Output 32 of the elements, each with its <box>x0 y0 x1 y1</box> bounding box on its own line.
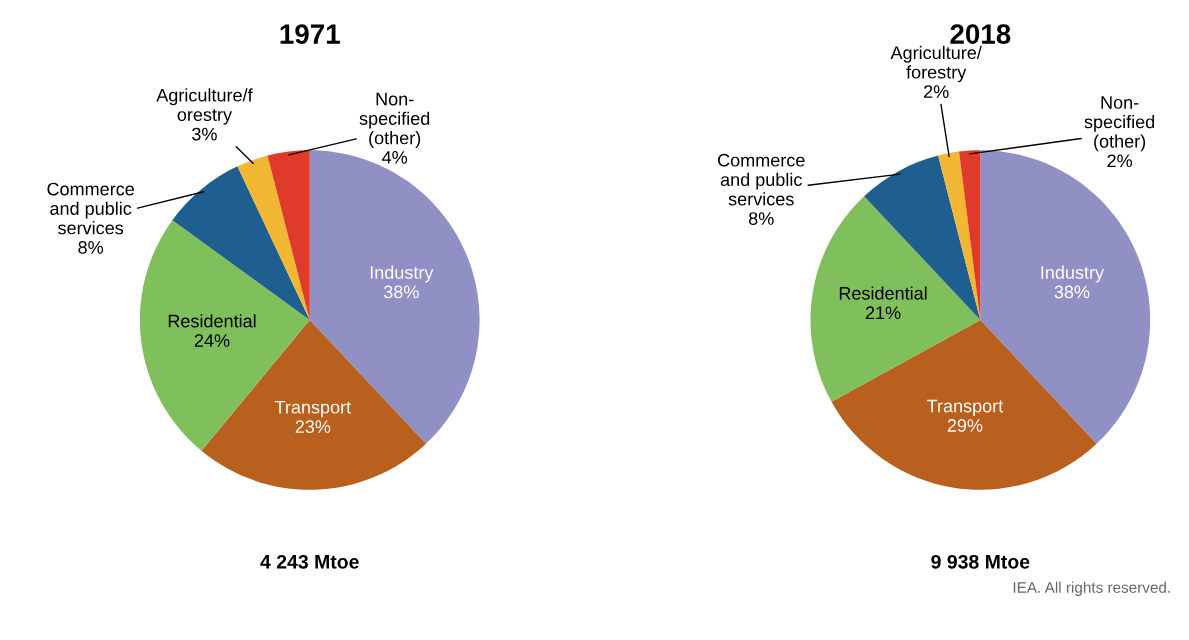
data-label: 38% <box>383 285 419 299</box>
data-label: 23% <box>295 420 331 434</box>
data-label: 21% <box>865 306 901 320</box>
data-label: 8% <box>78 241 104 254</box>
chart-title: 2018 <box>950 24 1011 44</box>
data-label: 2% <box>1107 154 1133 168</box>
data-label: 29% <box>947 419 983 432</box>
data-label: 24% <box>194 334 230 347</box>
chart-title: 1971 <box>280 24 340 44</box>
slice-label: Commerce and public services <box>47 182 134 235</box>
slice-label: Non- specified (other) <box>1084 96 1155 152</box>
text: IEA. All rights reserved. <box>1013 581 1170 596</box>
data-label: 38% <box>1054 285 1090 299</box>
slice-label: Transport <box>274 400 351 418</box>
slice-label: Commerce and public services <box>718 153 805 206</box>
pie-slice <box>831 320 1097 490</box>
slice-label: Residential <box>168 314 256 328</box>
text: 9 938 Mtoe <box>931 554 1030 569</box>
slice-label: Non- specified (other) <box>359 92 430 148</box>
data-label: 4% <box>382 151 408 164</box>
slice-label: Agriculture/ forestry <box>890 45 982 83</box>
data-label: 2% <box>924 85 949 98</box>
slice-label: Industry <box>370 265 434 283</box>
slice-label: Transport <box>927 399 1004 416</box>
slice-label: Residential <box>839 286 927 300</box>
slice-label: Agriculture/f orestry <box>156 88 253 125</box>
pie-slice <box>267 150 310 320</box>
pie-slice <box>938 151 981 320</box>
slice-label: Industry <box>1041 265 1104 283</box>
data-label: 8% <box>748 212 774 225</box>
data-label: 3% <box>192 127 217 141</box>
text: 4 243 Mtoe <box>260 554 359 569</box>
